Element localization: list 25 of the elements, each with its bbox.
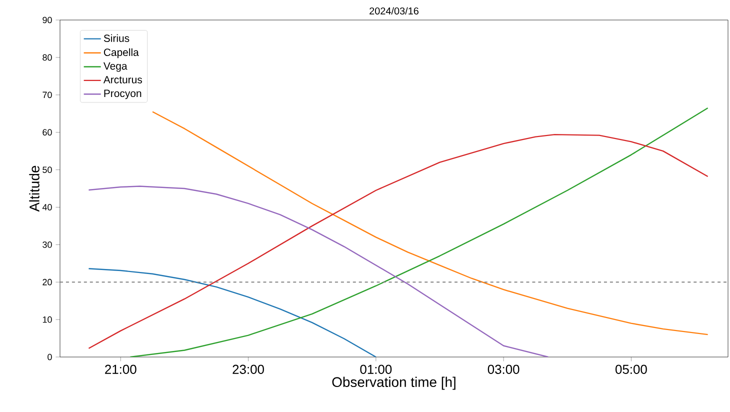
- x-tick-label: 23:00: [232, 364, 264, 374]
- line-series: [88, 134, 708, 349]
- legend-label: Capella: [104, 48, 139, 58]
- y-tick-label: 80: [42, 54, 52, 61]
- y-tick-label: 40: [42, 204, 52, 210]
- legend-label: Vega: [103, 62, 128, 72]
- y-tick-label: 10: [42, 316, 52, 323]
- legend-label: Arcturus: [103, 76, 142, 84]
- chart-title: 2024/03/16: [370, 7, 418, 15]
- y-tick-label: 20: [42, 278, 52, 286]
- x-tick-label: 03:00: [488, 364, 520, 374]
- x-tick-label: 05:00: [616, 364, 647, 374]
- y-tick-label: 70: [42, 92, 52, 98]
- y-tick-label: 90: [42, 16, 52, 24]
- y-tick-label: 0: [48, 354, 52, 360]
- x-axis-title: Observation time [h]: [332, 376, 456, 390]
- x-tick-label: 01:00: [360, 364, 392, 374]
- y-axis-title: Altitude: [29, 166, 40, 212]
- y-tick-label: 60: [42, 129, 52, 136]
- legend-label: Procyon: [104, 90, 142, 100]
- line-series: [88, 268, 377, 357]
- legend-label: Sirius: [104, 34, 130, 42]
- y-tick-label: 50: [42, 166, 52, 173]
- x-tick-label: 21:00: [105, 364, 136, 374]
- y-tick-label: 30: [42, 241, 52, 248]
